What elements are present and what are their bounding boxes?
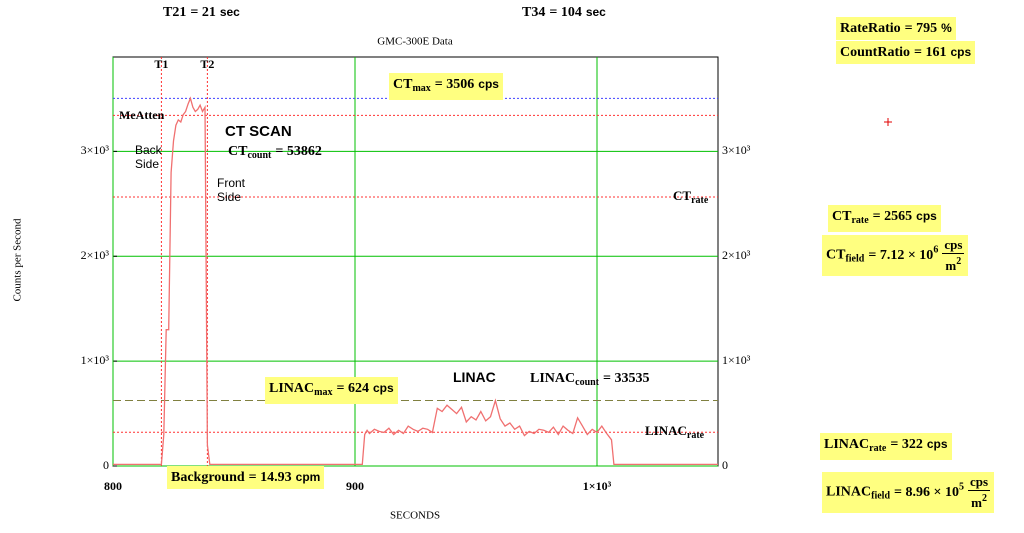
formula-unit: cpm bbox=[295, 470, 321, 484]
chart-title: GMC-300E Data bbox=[377, 36, 453, 48]
marker-label: T1 bbox=[154, 57, 168, 71]
y-tick-label: 0 bbox=[103, 458, 109, 472]
formula-name: LINAC bbox=[269, 381, 315, 396]
formula-value: = 53862 bbox=[275, 144, 322, 159]
cursor bbox=[884, 118, 892, 126]
y2-tick-label: 3×10³ bbox=[722, 143, 751, 157]
formula-value: = 7.12 × 10 bbox=[868, 247, 934, 263]
background: Background = 14.93 cpm bbox=[167, 466, 325, 489]
formula-name: CT bbox=[228, 144, 248, 159]
ct-scan-label: CT SCAN bbox=[225, 123, 292, 140]
formula-unit: cps bbox=[372, 381, 394, 395]
formula-name: Background bbox=[171, 470, 245, 485]
formula-unit: cps bbox=[916, 209, 937, 223]
marker-label: T2 bbox=[200, 57, 214, 71]
formula-subscript: rate bbox=[691, 195, 709, 206]
linac-field: LINACfield = 8.96 × 105 cps m2 bbox=[822, 472, 995, 513]
x-axis-label: SECONDS bbox=[390, 510, 440, 522]
denominator-exponent: 2 bbox=[981, 493, 987, 504]
formula-value: = 322 bbox=[890, 437, 923, 452]
y-axis-label: Counts per Second bbox=[12, 218, 24, 302]
denominator-unit: m bbox=[945, 258, 957, 273]
formula-subscript: max bbox=[412, 83, 431, 94]
linac-rate: LINACrate = 322 cps bbox=[820, 433, 952, 460]
data-line bbox=[113, 96, 718, 466]
formula-name: CT bbox=[832, 209, 852, 224]
y-tick-label: 2×10³ bbox=[81, 248, 110, 262]
formula-name: T21 bbox=[163, 5, 187, 20]
formula-fraction: cps m2 bbox=[942, 237, 965, 274]
formula-unit: sec bbox=[219, 5, 240, 19]
denominator-unit: m bbox=[971, 495, 982, 510]
x-tick-label: 900 bbox=[346, 479, 364, 493]
fraction-numerator: cps bbox=[967, 474, 991, 491]
formula-value: = 33535 bbox=[603, 371, 650, 386]
formula-name: CT bbox=[393, 77, 413, 92]
linac-count: LINACcount = 33535 bbox=[530, 370, 650, 392]
front-side-label: Front Side bbox=[217, 176, 246, 204]
formula-name: RateRatio bbox=[840, 21, 901, 36]
plot-frame bbox=[112, 56, 719, 467]
formula-value: = 161 bbox=[914, 45, 947, 60]
x-tick-label: 1×10³ bbox=[583, 479, 612, 493]
ct-count: CTcount = 53862 bbox=[228, 143, 322, 165]
count-ratio: CountRatio = 161 cps bbox=[836, 41, 976, 64]
formula-subscript: count bbox=[247, 150, 272, 161]
formula-subscript: count bbox=[575, 377, 600, 388]
formula-name: CT bbox=[826, 247, 846, 263]
formula-value: = 2565 bbox=[872, 209, 913, 224]
ct-rate-line-label: CTrate bbox=[673, 187, 708, 210]
formula-subscript: rate bbox=[851, 215, 869, 226]
x-tick-label: 800 bbox=[104, 479, 122, 493]
formula-name: LINAC bbox=[824, 437, 870, 452]
linac-max: LINACmax = 624 cps bbox=[265, 377, 398, 404]
formula-value: = 14.93 bbox=[248, 470, 292, 485]
formula-unit: cps bbox=[478, 77, 499, 91]
formula-subscript: field bbox=[871, 490, 891, 502]
formula-subscript: rate bbox=[869, 443, 887, 454]
formula-unit: sec bbox=[585, 5, 606, 19]
ct-max: CTmax = 3506 cps bbox=[389, 73, 503, 100]
ct-field: CTfield = 7.12 × 106 cps m2 bbox=[822, 235, 969, 276]
formula-name: CountRatio bbox=[840, 45, 911, 60]
formula-subscript: rate bbox=[686, 430, 705, 441]
formula-name: T34 bbox=[522, 5, 546, 20]
back-side-label: Back Side bbox=[135, 143, 162, 171]
meatten-label: MeAtten bbox=[119, 108, 165, 122]
formula-name: CT bbox=[673, 188, 692, 203]
formula-value: = 104 bbox=[549, 5, 582, 20]
formula-subscript: max bbox=[314, 387, 333, 398]
linac-rate-line-label: LINACrate bbox=[645, 422, 704, 445]
fraction-denominator: m2 bbox=[945, 254, 961, 274]
formula-exponent: 5 bbox=[958, 481, 964, 493]
fraction-numerator: cps bbox=[942, 237, 965, 254]
ct-rate: CTrate = 2565 cps bbox=[828, 205, 941, 232]
formula-value: = 8.96 × 10 bbox=[894, 484, 959, 500]
t21: T21 = 21 sec bbox=[163, 3, 240, 22]
y-tick-label: 1×10³ bbox=[81, 353, 110, 367]
rate-ratio: RateRatio = 795% bbox=[836, 17, 956, 40]
formula-unit: % bbox=[941, 21, 952, 35]
fraction-denominator: m2 bbox=[971, 491, 987, 511]
formula-name: LINAC bbox=[826, 484, 872, 500]
formula-exponent: 6 bbox=[933, 244, 939, 256]
formula-name: LINAC bbox=[530, 371, 576, 386]
y2-tick-label: 2×10³ bbox=[722, 248, 751, 262]
formula-name: LINAC bbox=[645, 423, 687, 438]
formula-unit: cps bbox=[926, 437, 948, 451]
y-tick-label: 3×10³ bbox=[81, 143, 110, 157]
denominator-exponent: 2 bbox=[956, 256, 962, 267]
formula-value: = 21 bbox=[190, 5, 216, 20]
formula-value: = 795 bbox=[904, 21, 938, 36]
formula-value: = 3506 bbox=[434, 77, 475, 92]
y2-tick-label: 0 bbox=[722, 458, 728, 472]
formula-fraction: cps m2 bbox=[967, 474, 991, 511]
y2-tick-label: 1×10³ bbox=[722, 353, 751, 367]
formula-value: = 624 bbox=[336, 381, 369, 396]
formula-unit: cps bbox=[950, 45, 972, 59]
t34: T34 = 104 sec bbox=[522, 3, 606, 22]
formula-subscript: field bbox=[845, 253, 865, 265]
linac-label: LINAC bbox=[453, 369, 496, 385]
